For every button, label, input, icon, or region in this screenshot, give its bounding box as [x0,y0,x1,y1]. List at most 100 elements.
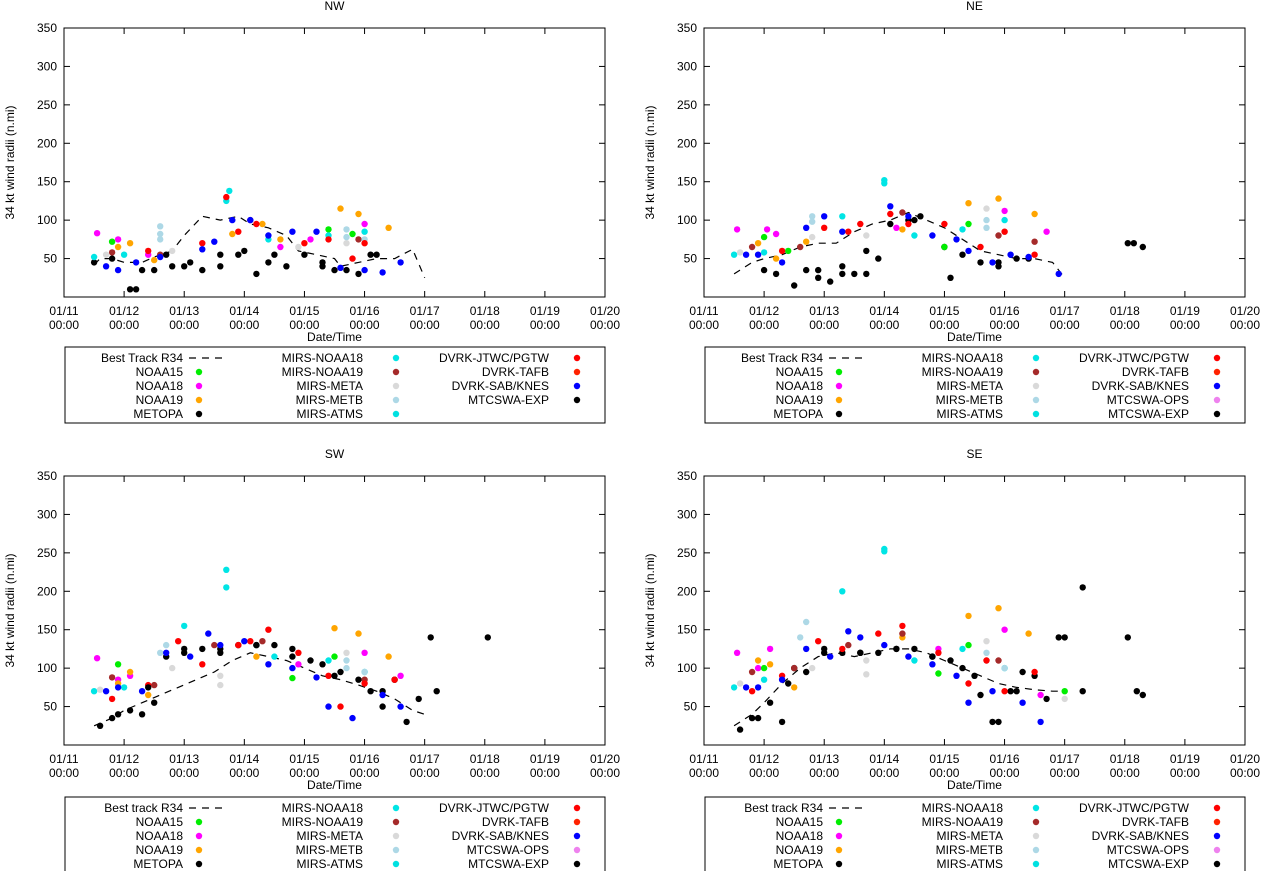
legend-marker [573,860,581,868]
legend-marker [1213,860,1221,868]
legend-marker [392,396,400,404]
best-track-line [733,648,1065,727]
x-tick-label: 01/14 00:00 [229,752,259,780]
legend-label: NOAA18 [136,829,184,843]
data-point-dvrk-sab-knes [839,228,846,235]
data-point-noaa18 [733,649,741,656]
x-tick-label: 01/12 00:00 [109,304,139,332]
legend-label: DVRK-JTWC/PGTW [1079,801,1190,815]
data-point-dvrk-sab-knes [953,236,960,243]
data-point-mirs-meta [983,205,990,212]
legend-marker [392,804,400,812]
data-point-metopa [1130,240,1138,247]
data-point-dvrk-jtwc-pgtw [905,220,912,228]
data-point-noaa19 [791,684,798,691]
data-point-mirs-meta [983,638,990,645]
legend-label: NOAA15 [136,365,184,379]
data-point-mirs-metb [361,668,368,676]
data-point-metopa [108,255,116,262]
data-point-metopa [766,699,774,706]
data-point-dvrk-jtwc-pgtw [253,220,260,228]
legend-marker [573,396,581,404]
data-point-dvrk-jtwc-pgtw [235,641,242,649]
legend-label: NOAA15 [776,815,824,829]
data-point-noaa19 [331,625,338,632]
data-point-dvrk-jtwc-pgtw [247,638,254,645]
data-point-dvrk-jtwc-pgtw [857,220,864,228]
data-point-mirs-noaa19 [797,243,804,251]
y-axis-label: 34 kt wind radii (n.mi) [643,553,657,667]
data-point-mirs-meta [863,671,870,678]
legend-marker [392,846,400,854]
data-point-dvrk-sab-knes [163,649,170,656]
data-point-noaa19 [126,240,134,247]
legend-label: NOAA19 [136,843,184,857]
data-point-metopa [151,266,158,274]
data-point-dvrk-sab-knes [905,653,912,660]
data-point-noaa15 [1061,688,1068,695]
legend-label: DVRK-TAFB [1122,815,1189,829]
data-point-metopa [803,668,810,676]
data-point-noaa18 [772,230,780,238]
data-point-mirs-metb [157,649,164,656]
plot-frame [63,27,606,298]
x-tick-label: 01/15 00:00 [289,304,319,332]
data-point-dvrk-sab-knes [102,688,110,695]
data-point-dvrk-jtwc-pgtw [145,247,152,255]
legend-marker [195,846,203,854]
data-point-noaa19 [385,653,392,660]
data-point-metopa [959,664,966,672]
data-point-mirs-noaa18 [181,622,188,630]
data-point-mtcswa-exp [785,680,792,687]
legend-marker [1213,846,1221,854]
legend-label: MIRS-NOAA18 [922,351,1004,365]
legend-marker [1032,396,1040,404]
legend-marker [573,832,581,840]
data-point-mirs-metb [803,618,810,626]
x-tick-label: 01/14 00:00 [869,752,899,780]
legend-marker [1032,832,1040,840]
data-point-noaa18 [295,661,302,668]
data-point-mtcswa-exp [911,216,918,224]
data-point-noaa15 [331,653,338,660]
legend-label: MIRS-ATMS [297,857,363,871]
data-point-mtcswa-exp [1013,688,1020,695]
data-point-metopa [917,213,924,220]
data-point-metopa [415,695,422,703]
x-tick-label: 01/18 00:00 [470,752,500,780]
data-point-dvrk-sab-knes [953,672,960,679]
data-point-metopa [289,645,296,653]
data-point-mirs-noaa18 [760,249,768,256]
x-axis-label: Date/Time [947,778,1002,792]
data-point-mtcswa-exp [271,251,278,258]
data-point-mtcswa-exp [893,645,900,653]
legend-marker [1213,832,1221,840]
data-point-mirs-metb [809,218,816,225]
x-tick-label: 01/17 00:00 [410,304,440,332]
data-point-dvrk-jtwc-pgtw [235,228,242,235]
data-point-dvrk-jtwc-pgtw [983,657,990,664]
x-tick-label: 01/16 00:00 [990,752,1020,780]
data-point-mirs-noaa18 [90,688,98,695]
data-point-noaa19 [114,243,122,251]
data-point-dvrk-sab-knes [742,684,750,691]
x-tick-label: 01/19 00:00 [1170,752,1200,780]
data-point-metopa [373,251,380,258]
data-point-dvrk-sab-knes [379,269,386,276]
data-point-mirs-noaa18 [760,676,768,683]
legend-label: MIRS-NOAA18 [282,801,364,815]
y-tick-label: 300 [37,59,57,73]
x-tick-label: 01/16 00:00 [350,304,380,332]
legend-label: METOPA [133,407,183,421]
data-point-noaa15 [325,226,332,233]
data-point-noaa19 [754,240,762,247]
y-tick-label: 200 [677,136,697,150]
data-point-metopa [151,699,158,706]
data-point-noaa19 [995,605,1002,612]
data-point-metopa [1124,240,1132,247]
y-tick-label: 100 [677,213,697,227]
data-point-dvrk-sab-knes [1055,270,1062,278]
data-point-dvrk-sab-knes [349,714,356,722]
legend-box [704,346,1246,424]
data-point-noaa19 [965,612,972,620]
